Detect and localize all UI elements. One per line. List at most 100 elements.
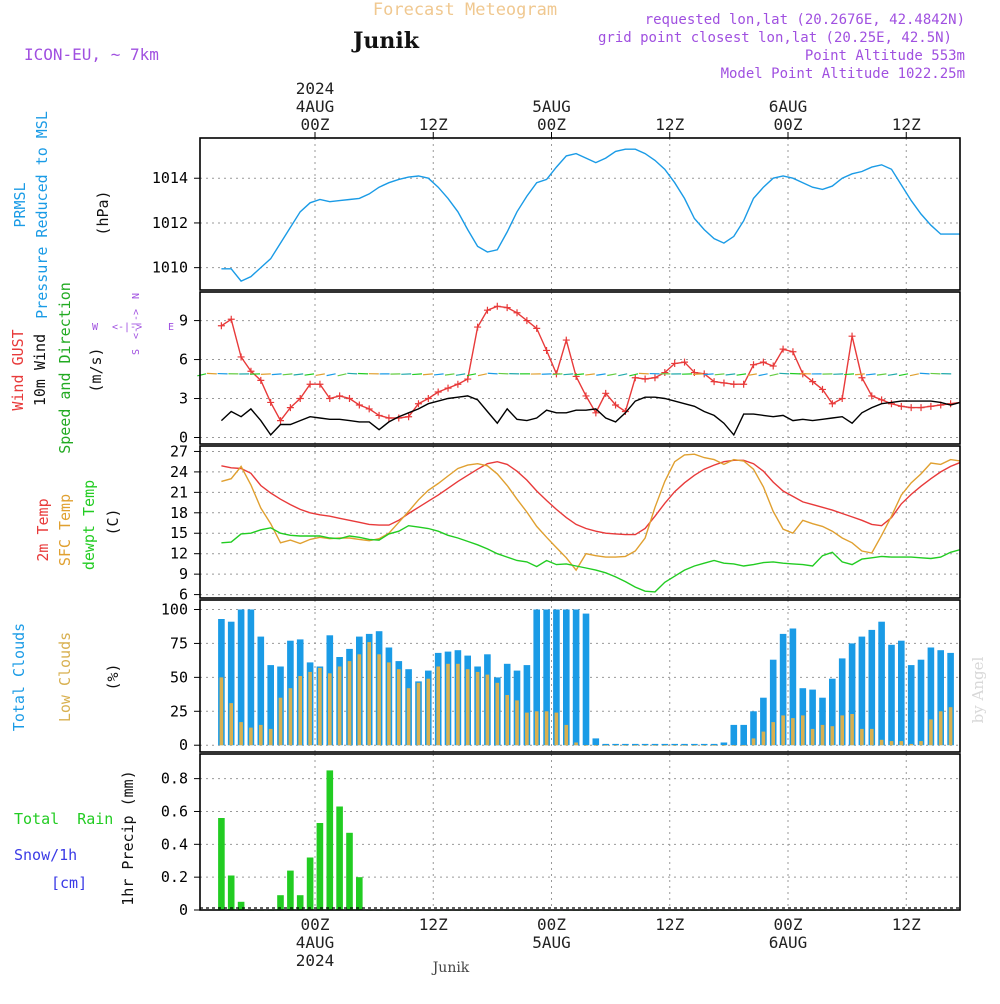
y-tick-label: 18 — [170, 504, 188, 522]
gust-point — [543, 347, 550, 354]
low-clouds-bar — [909, 744, 913, 745]
wind-direction-arrow — [844, 374, 854, 375]
low-clouds-bar — [900, 741, 904, 745]
low-clouds-bar — [269, 729, 273, 745]
total-clouds-bar — [888, 645, 895, 745]
model-label: ICON-EU, ~ 7km — [24, 45, 159, 64]
location-title: Junik — [351, 28, 420, 54]
low-clouds-bar — [594, 745, 598, 746]
gust-point — [504, 304, 511, 311]
low-clouds-bar — [565, 725, 569, 745]
y-tick-label: 21 — [170, 483, 188, 501]
top-time-label: 12Z — [419, 115, 448, 134]
low-clouds-bar — [505, 695, 509, 745]
gust-point — [740, 381, 747, 388]
y-tick-label: 0.6 — [161, 802, 188, 820]
y-tick-label: 25 — [170, 702, 188, 720]
gust-point — [494, 303, 501, 310]
low-clouds-bar — [367, 642, 371, 745]
low-clouds-bar — [850, 714, 854, 745]
low-clouds-bar — [446, 664, 450, 745]
gust-point — [267, 399, 274, 406]
gust-point — [878, 396, 885, 403]
total-clouds-bar — [878, 622, 885, 746]
gust-point — [780, 346, 787, 353]
low-clouds-bar — [555, 713, 559, 746]
y-tick-label: 0.2 — [161, 868, 188, 886]
top-time-label: 6AUG — [769, 97, 808, 116]
top-time-label: 12Z — [655, 115, 684, 134]
wind-direction-arrow — [770, 374, 779, 376]
wind-direction-arrow — [715, 374, 725, 375]
total-clouds-bar — [248, 610, 255, 746]
low-clouds-bar — [781, 715, 785, 745]
clouds-unit: (%) — [104, 663, 122, 690]
wind-direction-arrow — [445, 374, 454, 375]
total-clouds-bar — [632, 744, 639, 745]
low-clouds-bar — [289, 688, 293, 745]
total-clouds-bar — [593, 738, 600, 745]
pressure-label-long: Pressure Reduced to MSL — [33, 111, 51, 319]
gust-point — [770, 363, 777, 370]
total-clouds-bar — [612, 744, 619, 745]
low-clouds-bar — [338, 667, 342, 746]
low-clouds-bar — [407, 688, 411, 745]
total-rain-bar — [346, 833, 353, 910]
gust-point — [730, 381, 737, 388]
low-clouds-bar — [811, 729, 815, 745]
gust-point — [888, 400, 895, 407]
gust-point — [720, 379, 727, 386]
wind-direction-arrow — [888, 374, 897, 375]
low-clouds-bar — [397, 669, 401, 745]
low-clouds-bar — [840, 715, 844, 745]
gust-point — [582, 392, 589, 399]
wind-direction-arrow — [563, 374, 573, 375]
wind-direction-arrow — [423, 374, 433, 375]
low-clouds-bar — [821, 725, 825, 745]
low-clouds-bar — [643, 745, 647, 746]
bottom-time-label: 12Z — [892, 915, 921, 934]
low-clouds-bar — [545, 711, 549, 745]
total-clouds-bar — [583, 614, 590, 746]
total-clouds-bar — [731, 725, 738, 745]
y-tick-label: 0 — [179, 736, 188, 754]
wind-direction-arrow — [910, 374, 919, 376]
gust-point — [839, 395, 846, 402]
gust-point — [346, 395, 353, 402]
top-time-label: 00Z — [301, 115, 330, 134]
wind-direction-arrow — [759, 374, 768, 376]
total-rain-bar — [307, 858, 314, 911]
clouds-low-label: Low Clouds — [56, 632, 74, 722]
2m-temp-line — [221, 459, 1000, 535]
wind-direction-arrow — [607, 374, 616, 376]
wind-unit: (m/s) — [87, 347, 105, 392]
low-clouds-bar — [308, 672, 312, 745]
wind-direction-arrow — [596, 374, 605, 375]
bottom-time-label: 00Z — [537, 915, 566, 934]
low-clouds-bar — [831, 726, 835, 745]
low-clouds-bar — [801, 715, 805, 745]
wind-direction-arrow — [855, 374, 865, 375]
low-clouds-bar — [752, 738, 756, 745]
gust-point — [445, 385, 452, 392]
wind-direction-arrow — [456, 374, 465, 375]
y-tick-label: 6 — [179, 351, 188, 369]
wind-direction-arrow — [316, 374, 325, 376]
wind-direction-arrow — [338, 374, 347, 376]
wind-direction-arrow — [434, 374, 444, 375]
low-clouds-bar — [496, 683, 500, 745]
10m-wind-line — [221, 396, 960, 435]
gust-point — [651, 374, 658, 381]
panel-frame — [200, 600, 960, 752]
low-clouds-bar — [693, 745, 697, 746]
wind-direction-arrow — [488, 373, 498, 374]
low-clouds-bar — [279, 698, 283, 746]
total-clouds-bar — [721, 743, 728, 746]
gust-point — [849, 333, 856, 340]
y-tick-label: 3 — [179, 390, 188, 408]
gust-point — [366, 405, 373, 412]
wind-direction-arrow — [726, 374, 736, 375]
